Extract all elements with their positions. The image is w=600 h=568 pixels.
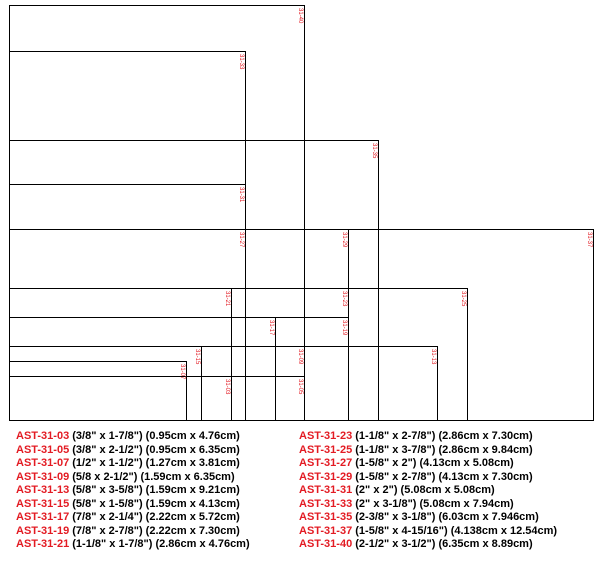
legend-row: AST-31-29 (1-5/8" x 2-7/8") (4.13cm x 7.… [299,471,557,485]
label-31-37: 31-37 [586,232,592,248]
legend-size: (3/8" x 2-1/2") (0.95cm x 6.35cm) [72,443,240,456]
legend-code: AST-31-13 [16,484,70,496]
legend-row: AST-31-05 (3/8" x 2-1/2") (0.95cm x 6.35… [16,444,250,458]
legend-row: AST-31-23 (1-1/8" x 2-7/8") (2.86cm x 7.… [299,430,557,444]
rect-31-03 [9,376,232,421]
legend-row: AST-31-15 (5/8" x 1-5/8") (1.59cm x 4.13… [16,498,250,512]
legend-size: (5/8" x 1-5/8") (1.59cm x 4.13cm) [72,497,240,510]
rect-31-17 [9,317,276,421]
legend-code: AST-31-31 [299,484,353,496]
label-31-27: 31-27 [238,232,244,248]
legend-code: AST-31-40 [299,538,353,550]
legend-size: (2" x 2") (5.08cm x 5.08cm) [355,484,495,496]
legend-size: (7/8" x 2-1/4") (2.22cm x 5.72cm) [72,511,240,523]
legend-row: AST-31-17 (7/8" x 2-1/4") (2.22cm x 5.72… [16,511,250,525]
label-31-15: 31-15 [194,349,200,365]
legend-code: AST-31-17 [16,511,70,523]
size-diagram: 31-40 31-33 31-35 31-31 31-27 31-29 31-3… [9,5,594,421]
legend-size: (1-5/8" x 4-15/16") (4.138cm x 12.54cm) [355,524,558,537]
legend-row: AST-31-21 (1-1/8" x 1-7/8") (2.86cm x 4.… [16,538,250,552]
legend-row: AST-31-35 (2-3/8" x 3-1/8") (6.03cm x 7.… [299,511,557,525]
legend-code: AST-31-35 [299,511,353,523]
legend-code: AST-31-05 [16,443,70,456]
legend-code: AST-31-33 [299,497,353,510]
label-31-07: 31-07 [179,364,185,380]
label-31-13: 31-13 [430,349,436,365]
legend-code: AST-31-27 [299,457,353,469]
label-31-31: 31-31 [238,187,244,203]
legend-size: (1-1/8" x 2-7/8") (2.86cm x 7.30cm) [355,430,533,442]
legend-code: AST-31-37 [299,524,353,537]
label-31-17: 31-17 [268,320,274,336]
legend-size: (5/8 x 2-1/2") (1.59cm x 6.35cm) [72,470,235,483]
label-31-35: 31-35 [371,143,377,159]
legend-row: AST-31-31 (2" x 2") (5.08cm x 5.08cm) [299,484,557,498]
legend-size: (1-1/8" x 3-7/8") (2.86cm x 9.84cm) [355,443,533,456]
size-rectangles [9,5,594,421]
legend-code: AST-31-21 [16,538,70,550]
rect-31-25 [9,288,468,421]
legend-code: AST-31-07 [16,457,70,469]
legend-code: AST-31-19 [16,524,70,537]
legend-size: (5/8" x 3-5/8") (1.59cm x 9.21cm) [72,484,240,496]
legend-row: AST-31-25 (1-1/8" x 3-7/8") (2.86cm x 9.… [299,444,557,458]
legend-size: (1/2" x 1-1/2") (1.27cm x 3.81cm) [72,457,240,469]
legend-size: (1-1/8" x 1-7/8") (2.86cm x 4.76cm) [72,538,250,550]
legend-right-column: AST-31-23 (1-1/8" x 2-7/8") (2.86cm x 7.… [299,430,557,552]
rect-31-19 [9,317,349,421]
legend-row: AST-31-03 (3/8" x 1-7/8") (0.95cm x 4.76… [16,430,250,444]
size-labels: 31-40 31-33 31-35 31-31 31-27 31-29 31-3… [179,8,592,395]
legend-size: (2" x 3-1/8") (5.08cm x 7.94cm) [355,497,514,510]
rect-31-27 [9,229,246,421]
rect-31-31 [9,184,246,421]
label-31-23: 31-23 [341,291,347,307]
legend-size: (1-5/8" x 2-7/8") (4.13cm x 7.30cm) [355,470,533,483]
rect-31-35 [9,140,379,421]
label-31-03: 31-03 [224,379,230,395]
rect-31-07 [9,361,187,421]
rect-31-40 [9,5,305,421]
legend-row: AST-31-37 (1-5/8" x 4-15/16") (4.138cm x… [299,525,557,539]
legend-left-column: AST-31-03 (3/8" x 1-7/8") (0.95cm x 4.76… [16,430,250,552]
label-31-40: 31-40 [297,8,303,24]
label-31-29: 31-29 [341,232,347,248]
legend-code: AST-31-15 [16,497,70,510]
label-31-25: 31-25 [460,291,466,307]
label-31-21: 31-21 [224,291,230,307]
legend-code: AST-31-29 [299,470,353,483]
legend-code: AST-31-23 [299,430,353,442]
legend-row: AST-31-19 (7/8" x 2-7/8") (2.22cm x 7.30… [16,525,250,539]
rect-31-13 [9,346,438,421]
legend-row: AST-31-40 (2-1/2" x 3-1/2") (6.35cm x 8.… [299,538,557,552]
legend-code: AST-31-25 [299,443,353,456]
size-legend: AST-31-03 (3/8" x 1-7/8") (0.95cm x 4.76… [0,428,600,568]
legend-row: AST-31-13 (5/8" x 3-5/8") (1.59cm x 9.21… [16,484,250,498]
legend-size: (2-1/2" x 3-1/2") (6.35cm x 8.89cm) [355,538,533,550]
legend-size: (1-5/8" x 2") (4.13cm x 5.08cm) [355,457,514,469]
legend-code: AST-31-09 [16,470,70,483]
rect-31-33 [9,51,246,421]
legend-row: AST-31-07 (1/2" x 1-1/2") (1.27cm x 3.81… [16,457,250,471]
legend-code: AST-31-03 [16,430,70,442]
legend-row: AST-31-09 (5/8 x 2-1/2") (1.59cm x 6.35c… [16,471,250,485]
legend-size: (2-3/8" x 3-1/8") (6.03cm x 7.946cm) [355,511,539,523]
rect-31-05 [9,376,305,421]
legend-size: (7/8" x 2-7/8") (2.22cm x 7.30cm) [72,524,240,537]
rect-31-09 [9,346,305,421]
label-31-05: 31-05 [297,379,303,395]
label-31-09: 31-09 [297,349,303,365]
legend-row: AST-31-27 (1-5/8" x 2") (4.13cm x 5.08cm… [299,457,557,471]
rect-31-15 [9,346,202,421]
label-31-33: 31-33 [238,54,244,70]
legend-row: AST-31-33 (2" x 3-1/8") (5.08cm x 7.94cm… [299,498,557,512]
label-31-19: 31-19 [341,320,347,336]
legend-size: (3/8" x 1-7/8") (0.95cm x 4.76cm) [72,430,240,442]
